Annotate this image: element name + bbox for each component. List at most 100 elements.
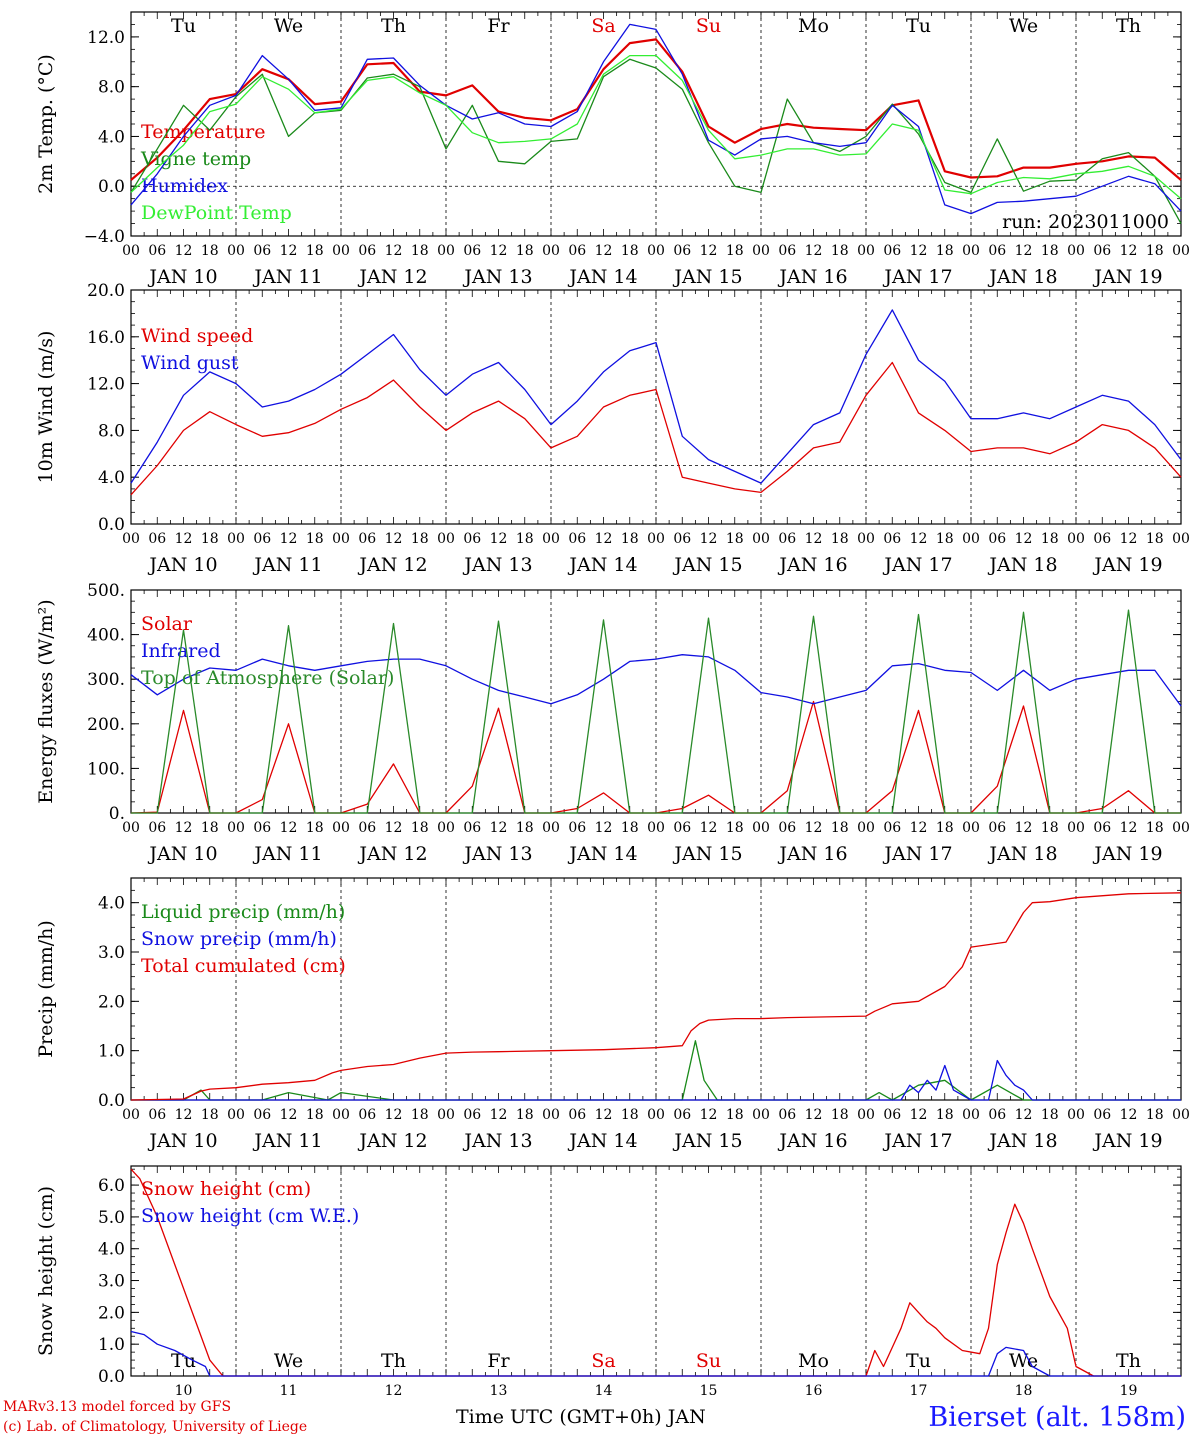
hour-tick-label: 00 <box>1067 1107 1085 1123</box>
series-line-dewpoint-temp <box>130 54 1182 200</box>
legend-entry: Humidex <box>141 175 228 197</box>
y-tick-label: 4.0 <box>98 468 125 488</box>
hour-tick-label: 06 <box>358 820 376 836</box>
hour-tick-label: 00 <box>647 1107 665 1123</box>
hour-tick-label: 18 <box>726 820 744 836</box>
hour-tick-label: 18 <box>1041 1107 1059 1123</box>
hour-tick-label: 18 <box>621 1107 639 1123</box>
y-tick-label: 2.0 <box>98 1303 125 1323</box>
hour-tick-label: 00 <box>437 1107 455 1123</box>
hour-tick-label: 00 <box>962 1107 980 1123</box>
run-label: run: 2023011000 <box>1002 211 1169 233</box>
legend-entry: Snow height (cm W.E.) <box>141 1205 359 1227</box>
date-label: JAN 14 <box>567 1130 637 1152</box>
legend-entry: Snow precip (mm/h) <box>141 928 337 950</box>
hour-tick-label: 18 <box>516 243 534 259</box>
weekday-label: Su <box>696 15 721 37</box>
hour-tick-label: 18 <box>726 1107 744 1123</box>
hour-tick-label: 06 <box>778 243 796 259</box>
weekday-label: Sa <box>591 15 615 37</box>
y-tick-label: 400. <box>87 626 125 646</box>
lab-credit: (c) Lab. of Climatology, University of L… <box>3 1419 308 1435</box>
hour-tick-label: 18 <box>726 243 744 259</box>
hour-tick-label: 12 <box>595 820 613 836</box>
hour-tick-label: 12 <box>1120 243 1138 259</box>
hour-tick-label: 00 <box>1172 531 1190 547</box>
y-axis-label: Energy fluxes (W/m²) <box>35 599 57 803</box>
hour-tick-label: 06 <box>673 531 691 547</box>
date-label: JAN 10 <box>147 1130 217 1152</box>
legend-entry: Solar <box>141 613 193 635</box>
hour-tick-label: 06 <box>673 820 691 836</box>
weekday-label: Th <box>381 1350 406 1372</box>
hour-tick-label: 12 <box>280 243 298 259</box>
hour-tick-label: 00 <box>437 243 455 259</box>
hour-tick-label: 00 <box>122 820 140 836</box>
panel-4: 0.0 1.0 2.0 3.0 4.0 Precip (mm/h) 00 06 12 18 JAN … <box>35 877 1190 1152</box>
weekday-label: Th <box>1116 15 1141 37</box>
hour-tick-label: 12 <box>490 1107 508 1123</box>
weekday-label: Th <box>1116 1350 1141 1372</box>
y-tick-label: 0.0 <box>98 1091 125 1111</box>
hour-tick-label: 18 <box>306 531 324 547</box>
hour-tick-label: 06 <box>988 531 1006 547</box>
y-axis-label: 2m Temp. (°C) <box>35 54 57 194</box>
day-number-label: 17 <box>910 1383 928 1399</box>
weekday-label: We <box>274 15 303 37</box>
hour-tick-label: 18 <box>411 243 429 259</box>
hour-tick-label: 00 <box>857 820 875 836</box>
hour-tick-label: 00 <box>332 820 350 836</box>
y-tick-label: 20.0 <box>87 281 125 301</box>
date-label: JAN 18 <box>987 1130 1057 1152</box>
hour-tick-label: 12 <box>805 531 823 547</box>
hour-tick-label: 12 <box>1015 243 1033 259</box>
hour-tick-label: 06 <box>988 243 1006 259</box>
y-tick-label: 0.0 <box>98 177 125 197</box>
hour-tick-label: 06 <box>1093 531 1111 547</box>
hour-tick-label: 06 <box>148 243 166 259</box>
hour-tick-label: 18 <box>411 531 429 547</box>
hour-tick-label: 00 <box>1172 1107 1190 1123</box>
weekday-label: Tu <box>906 15 931 37</box>
hour-tick-label: 00 <box>1067 243 1085 259</box>
hour-tick-label: 00 <box>752 531 770 547</box>
day-number-label: 10 <box>175 1383 193 1399</box>
hour-tick-label: 00 <box>542 243 560 259</box>
hour-tick-label: 06 <box>1093 820 1111 836</box>
hour-tick-label: 12 <box>805 243 823 259</box>
date-label: JAN 13 <box>462 843 532 865</box>
date-label: JAN 10 <box>147 266 217 288</box>
hour-tick-label: 06 <box>883 1107 901 1123</box>
hour-tick-label: 12 <box>1015 820 1033 836</box>
hour-tick-label: 18 <box>516 1107 534 1123</box>
hour-tick-label: 06 <box>673 243 691 259</box>
hour-tick-label: 18 <box>201 243 219 259</box>
hour-tick-label: 06 <box>988 1107 1006 1123</box>
hour-tick-label: 06 <box>778 1107 796 1123</box>
y-tick-label: 0.0 <box>98 515 125 535</box>
date-label: JAN 16 <box>777 1130 847 1152</box>
hour-tick-label: 00 <box>1172 820 1190 836</box>
day-number-label: 12 <box>385 1383 403 1399</box>
hour-tick-label: 18 <box>1146 531 1164 547</box>
hour-tick-label: 12 <box>490 820 508 836</box>
legend-entry: Vigne temp <box>140 148 251 170</box>
legend-entry: Top of Atmosphere (Solar) <box>141 667 394 689</box>
hour-tick-label: 12 <box>1015 531 1033 547</box>
y-tick-label: 4.0 <box>98 894 125 914</box>
hour-tick-label: 06 <box>883 243 901 259</box>
day-number-label: 15 <box>700 1383 718 1399</box>
weekday-label: Tu <box>171 15 196 37</box>
station-name: Bierset (alt. 158m) <box>928 1402 1186 1433</box>
weekday-label: We <box>1009 1350 1038 1372</box>
hour-tick-label: 18 <box>1146 243 1164 259</box>
date-label: JAN 11 <box>252 266 322 288</box>
hour-tick-label: 00 <box>227 820 245 836</box>
y-tick-label: 5.0 <box>98 1208 125 1228</box>
series-line-vigne-temp <box>130 58 1182 224</box>
hour-tick-label: 18 <box>831 820 849 836</box>
hour-tick-label: 12 <box>175 820 193 836</box>
date-label: JAN 19 <box>1092 1130 1162 1152</box>
day-number-label: 11 <box>280 1383 298 1399</box>
